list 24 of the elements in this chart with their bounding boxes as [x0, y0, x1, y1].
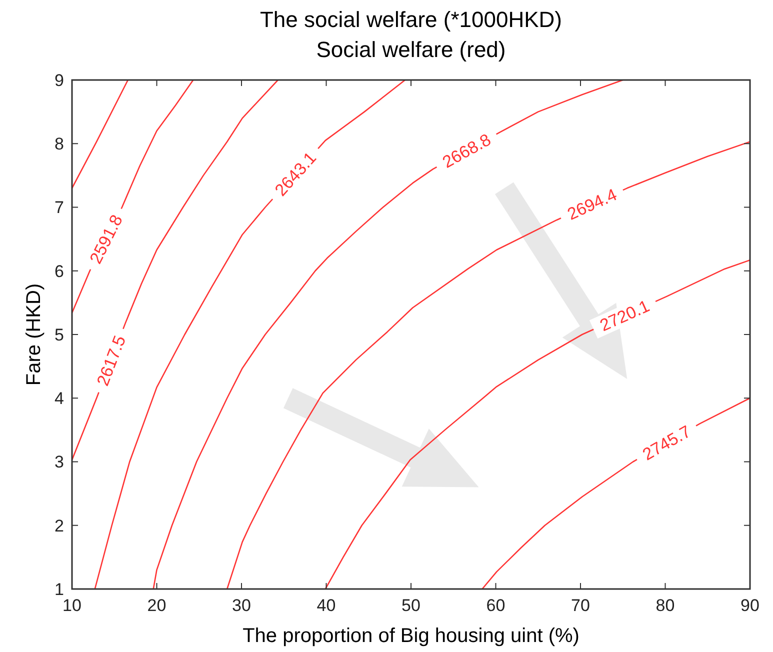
- line-series: [324, 259, 750, 589]
- x-tick-label: 40: [316, 596, 336, 615]
- y-tick-label: 3: [54, 452, 64, 472]
- x-tick-label: 80: [656, 596, 675, 615]
- y-tick-label: 2: [54, 516, 64, 536]
- x-tick-label: 20: [147, 596, 166, 615]
- y-tick-label: 9: [54, 70, 64, 90]
- y-axis-title: Fare (HKD): [23, 283, 45, 386]
- x-tick-label: 30: [232, 596, 251, 615]
- y-tick-label: 8: [54, 134, 64, 154]
- x-tick-label: 60: [486, 596, 506, 615]
- y-tick-label: 5: [54, 325, 64, 344]
- chart-title: The social welfare (*1000HKD): [260, 7, 562, 32]
- chart-subtitle: Social welfare (red): [316, 37, 506, 62]
- y-tick-label: 4: [54, 389, 64, 408]
- x-tick-label: 70: [571, 596, 590, 615]
- y-tick-label: 6: [54, 262, 64, 281]
- text: 2617.5: [93, 333, 130, 388]
- x-tick-label: 90: [740, 596, 760, 615]
- x-tick-label: 10: [62, 596, 82, 615]
- y-tick-label: 1: [54, 580, 64, 599]
- x-axis-title: The proportion of Big housing uint (%): [242, 625, 580, 647]
- x-tick-label: 50: [402, 596, 420, 615]
- y-tick-label: 7: [54, 198, 64, 218]
